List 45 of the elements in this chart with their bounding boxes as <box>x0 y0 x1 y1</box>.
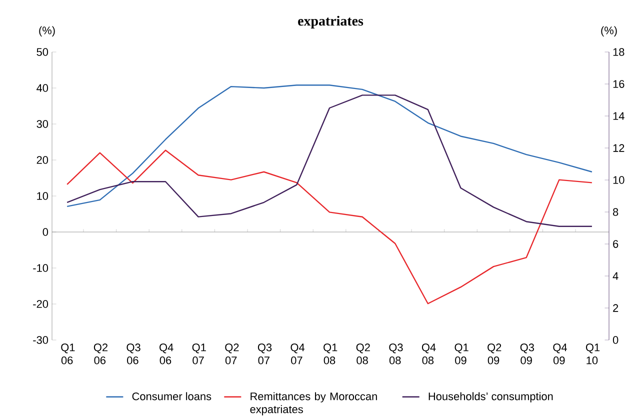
line-series <box>66 94 593 227</box>
line-series <box>66 84 593 208</box>
y2-tick-label: 6 <box>613 240 618 248</box>
y2-tick-label: 8 <box>612 208 618 216</box>
x-tick-label: Q1 09 <box>454 344 468 364</box>
legend-label: Remittances by Moroccan expatriates <box>250 392 377 416</box>
y2-axis-title: (%) <box>601 26 617 36</box>
x-tick-label: Q1 07 <box>192 344 206 364</box>
x-tick-label: Q4 07 <box>290 344 305 364</box>
y-tick-label: 40 <box>36 84 48 92</box>
y2-tick-label: 10 <box>613 176 624 184</box>
y-tick-label: 10 <box>37 192 48 200</box>
x-tick-label: Q4 06 <box>160 344 174 364</box>
y2-tick-label: 14 <box>613 112 624 120</box>
legend-label: Households’ consumption <box>428 392 553 402</box>
y-tick-label: 50 <box>36 48 48 56</box>
x-tick-label: Q4 08 <box>422 344 436 364</box>
x-tick-label: Q3 06 <box>126 344 140 364</box>
y2-tick-label: 4 <box>612 272 618 280</box>
x-tick-label: Q2 06 <box>94 344 108 364</box>
line-series <box>66 150 593 304</box>
y-tick-label: 0 <box>42 228 48 236</box>
x-tick-label: Q3 08 <box>389 344 403 364</box>
y-tick-label: 20 <box>36 156 48 164</box>
y-tick-label: -20 <box>33 300 48 308</box>
y-axis-title: (%) <box>39 26 55 36</box>
y2-tick-label: 18 <box>613 48 624 56</box>
y-tick-label: 30 <box>36 120 48 128</box>
y2-tick-label: 16 <box>613 80 624 88</box>
y-tick-label: -10 <box>33 264 48 272</box>
x-tick-label: Q2 07 <box>225 344 239 364</box>
y-tick-label: -30 <box>33 336 48 344</box>
x-tick-label: Q2 08 <box>356 344 370 364</box>
y2-tick-label: 0 <box>612 336 618 344</box>
x-tick-label: Q3 09 <box>520 344 534 364</box>
x-tick-label: Q4 09 <box>553 344 567 364</box>
y2-tick-label: 12 <box>613 144 624 152</box>
x-tick-label: Q2 09 <box>488 344 502 364</box>
chart-title: expatriates <box>298 16 364 29</box>
legend-label: Consumer loans <box>132 392 212 400</box>
x-tick-label: Q1 10 <box>586 344 600 364</box>
y2-tick-label: 2 <box>613 304 618 312</box>
x-tick-label: Q3 07 <box>258 344 272 364</box>
x-tick-label: Q1 08 <box>324 344 338 364</box>
x-tick-label: Q1 06 <box>61 344 75 364</box>
